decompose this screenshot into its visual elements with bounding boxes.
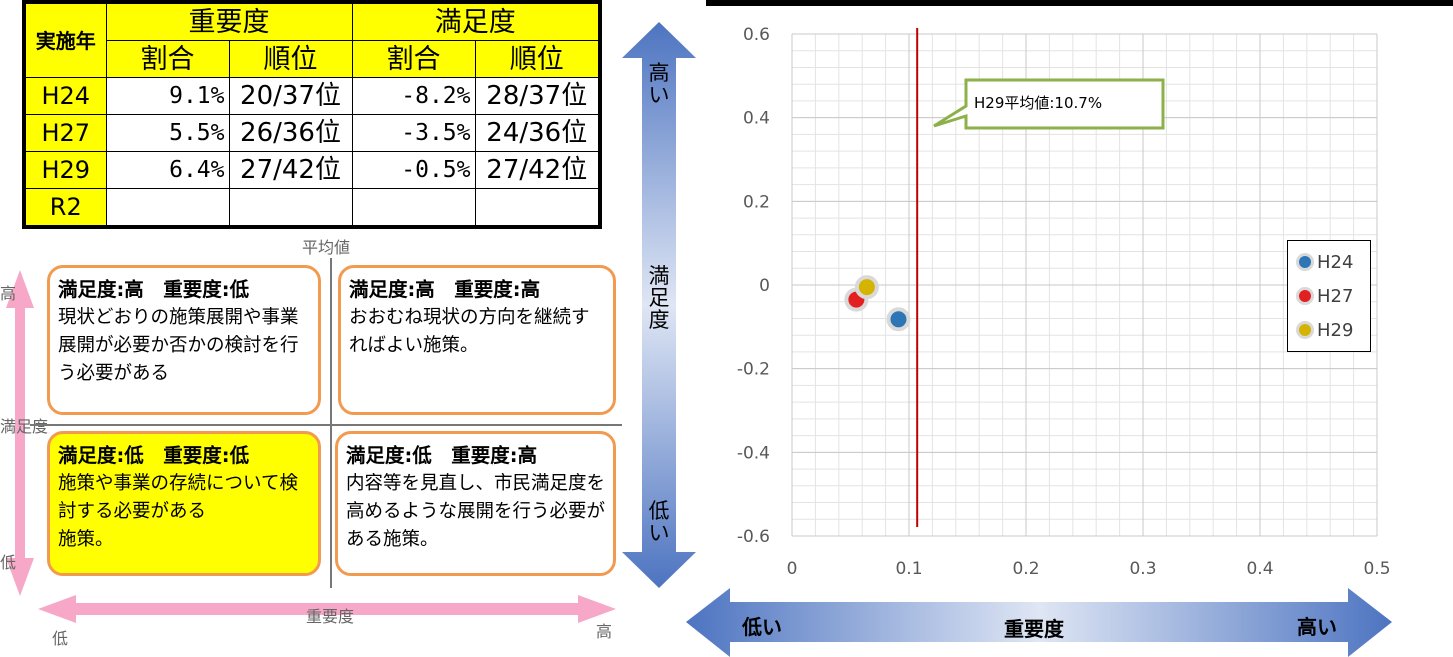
satisfaction-rank-cell xyxy=(474,188,601,228)
importance-blue-arrow xyxy=(686,588,1392,657)
average-callout-label: H29平均値:10.7% xyxy=(974,94,1103,112)
satisfaction-ratio-cell xyxy=(351,188,476,228)
matrix-x-low-label: 低 xyxy=(52,629,69,648)
satisfaction-pink-arrow xyxy=(6,270,34,596)
y-tick-label: -0.6 xyxy=(737,527,770,547)
importance-pink-arrow xyxy=(38,595,616,623)
x-tick-label: 0.2 xyxy=(1012,559,1039,579)
quadrant-title: 満足度:高 重要度:高 xyxy=(349,278,541,301)
survey-table: 実施年 重要度 満足度 割合 順位 割合 順位 H24 9.1% 20/37位 … xyxy=(22,0,602,229)
satisfaction-ratio-cell: -8.2% xyxy=(351,77,476,115)
quadrant-text: おおむね現状の方向を継続すればよい施策。 xyxy=(349,307,590,356)
table-row: H29 6.4% 27/42位 -0.5% 27/42位 xyxy=(23,151,601,189)
matrix-y-low-label: 低 xyxy=(0,553,17,572)
matrix-horizontal-divider xyxy=(30,424,622,426)
vertical-arrow-high-label: 高い xyxy=(648,61,670,107)
importance-ratio-header: 割合 xyxy=(105,40,230,78)
matrix-x-high-label: 高 xyxy=(596,622,613,641)
legend-marker xyxy=(1296,321,1314,339)
legend-label: H29 xyxy=(1317,319,1354,341)
y-tick-label: -0.2 xyxy=(737,360,770,380)
chart-ticks: 0 0.1 0.2 0.3 0.4 0.5 0.6 0.4 0.2 0 -0.2 -0.4 -0.6 xyxy=(737,25,1391,579)
year-cell: H24 xyxy=(23,77,107,115)
year-cell: H29 xyxy=(23,151,107,189)
matrix-y-axis-label: 満足度 xyxy=(0,417,49,436)
matrix-average-label: 平均値 xyxy=(302,238,351,257)
satisfaction-ratio-header: 割合 xyxy=(351,40,476,78)
satisfaction-rank-cell: 24/36位 xyxy=(474,114,601,152)
satisfaction-blue-arrow xyxy=(622,22,696,588)
quadrant-text: 施策や事業の存続について検討する必要がある 施策。 xyxy=(58,473,298,550)
table-row: H27 5.5% 26/36位 -3.5% 24/36位 xyxy=(23,114,601,152)
average-callout-pointer xyxy=(933,78,1165,130)
importance-rank-cell: 20/37位 xyxy=(228,77,353,115)
importance-rank-cell xyxy=(228,188,353,228)
horizontal-arrow-high-label: 高い xyxy=(1297,615,1337,639)
horizontal-arrow-mid-label: 重要度 xyxy=(1004,617,1064,641)
quadrant-top-left: 満足度:高 重要度:低 現状どおりの施策展開や事業展開が必要か否かの検討を行う必… xyxy=(47,265,321,415)
year-cell: H27 xyxy=(23,114,107,152)
importance-rank-cell: 27/42位 xyxy=(228,151,353,189)
importance-ratio-cell: 5.5% xyxy=(105,114,230,152)
x-tick-label: 0.1 xyxy=(895,559,922,579)
matrix-y-high-label: 高 xyxy=(0,284,17,303)
legend-marker xyxy=(1296,253,1314,271)
data-point-h29 xyxy=(854,275,879,300)
legend-item: H27 xyxy=(1288,279,1370,313)
y-tick-label: 0.4 xyxy=(743,109,770,129)
legend-marker xyxy=(1296,287,1314,305)
data-point-h24 xyxy=(886,307,911,332)
chart-points xyxy=(844,275,911,332)
matrix-x-axis-label: 重要度 xyxy=(306,607,355,626)
quadrant-text: 現状どおりの施策展開や事業展開が必要か否かの検討を行う必要がある xyxy=(58,307,299,384)
legend-label: H24 xyxy=(1317,251,1354,273)
y-tick-label: 0.2 xyxy=(743,192,770,212)
quadrant-bottom-right: 満足度:低 重要度:高 内容等を見直し、市民満足度を高めるような展開を行う必要が… xyxy=(335,431,616,576)
top-black-bar xyxy=(706,0,1453,6)
x-tick-label: 0.3 xyxy=(1129,559,1156,579)
satisfaction-ratio-cell: -0.5% xyxy=(351,151,476,189)
y-tick-label: 0.6 xyxy=(743,25,770,45)
importance-header: 重要度 xyxy=(105,1,353,41)
matrix-vertical-divider xyxy=(330,258,332,588)
quadrant-top-right: 満足度:高 重要度:高 おおむね現状の方向を継続すればよい施策。 xyxy=(338,265,616,415)
importance-rank-cell: 26/36位 xyxy=(228,114,353,152)
x-tick-label: 0.5 xyxy=(1363,559,1390,579)
quadrant-title: 満足度:高 重要度:低 xyxy=(58,278,250,301)
year-cell: R2 xyxy=(23,188,107,228)
satisfaction-rank-cell: 27/42位 xyxy=(474,151,601,189)
importance-rank-header: 順位 xyxy=(228,40,353,78)
quadrant-title: 満足度:低 重要度:低 xyxy=(58,444,250,467)
importance-ratio-cell xyxy=(105,188,230,228)
importance-ratio-cell: 6.4% xyxy=(105,151,230,189)
table-row: R2 xyxy=(23,188,601,228)
legend-label: H27 xyxy=(1317,285,1354,307)
vertical-arrow-mid-label: 満足度 xyxy=(648,264,670,332)
horizontal-arrow-low-label: 低い xyxy=(742,615,782,639)
vertical-arrow-low-label: 低い xyxy=(648,499,670,545)
legend-item: H29 xyxy=(1288,313,1370,347)
x-tick-label: 0 xyxy=(787,559,798,579)
y-tick-label: -0.4 xyxy=(737,443,770,463)
x-tick-label: 0.4 xyxy=(1246,559,1273,579)
chart-legend: H24 H27 H29 xyxy=(1287,240,1371,352)
y-tick-label: 0 xyxy=(759,276,770,296)
legend-item: H24 xyxy=(1288,245,1370,279)
scatter-chart: 0 0.1 0.2 0.3 0.4 0.5 0.6 0.4 0.2 0 -0.2 -0.4 -0.6 xyxy=(737,25,1391,579)
quadrant-bottom-left: 満足度:低 重要度:低施策や事業の存続について検討する必要がある 施策。 xyxy=(47,431,321,576)
quadrant-text: 内容等を見直し、市民満足度を高めるような展開を行う必要がある施策。 xyxy=(346,473,606,550)
satisfaction-rank-header: 順位 xyxy=(474,40,601,78)
quadrant-title: 満足度:低 重要度:高 xyxy=(346,444,538,467)
